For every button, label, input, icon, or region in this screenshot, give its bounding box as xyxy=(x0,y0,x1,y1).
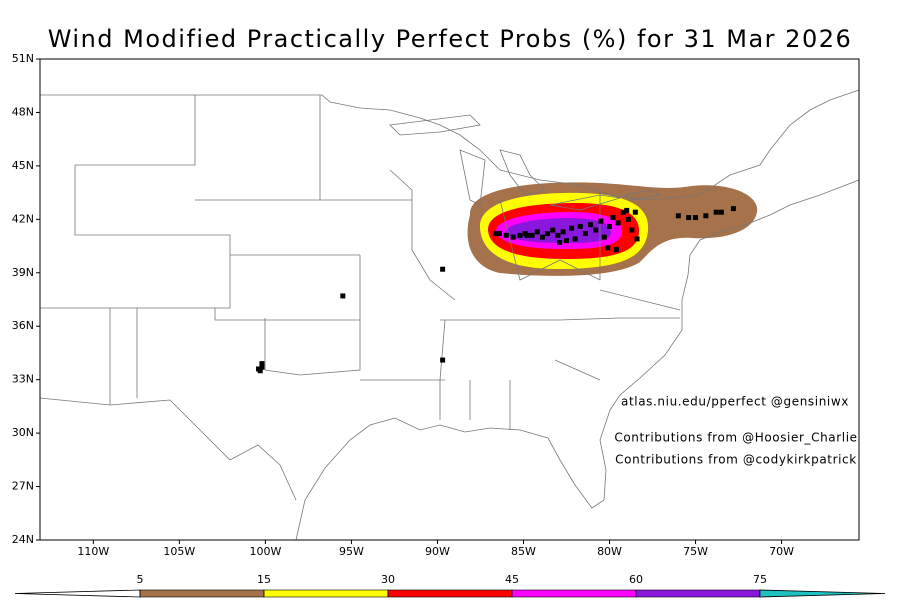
report-marker xyxy=(607,223,613,229)
title: Wind Modified Practically Perfect Probs … xyxy=(48,25,853,53)
report-marker xyxy=(340,293,346,299)
colorbar-label: 30 xyxy=(381,573,395,586)
axes: 51N 48N 45N 42N 39N 36N 33N 30N 27N 24N 110W 105W 10… xyxy=(12,52,794,558)
lon-tick-label: 95W xyxy=(339,545,364,558)
map-frame xyxy=(39,58,860,541)
lat-tick-label: 51N xyxy=(12,52,34,65)
report-marker xyxy=(440,357,446,363)
colorbar-over xyxy=(759,589,886,598)
report-marker xyxy=(598,218,604,224)
boundaries xyxy=(39,89,860,541)
report-marker xyxy=(632,209,638,215)
report-marker xyxy=(259,361,265,367)
report-marker xyxy=(703,213,709,219)
report-marker xyxy=(569,225,575,231)
colorbar-segment xyxy=(263,589,389,598)
report-marker xyxy=(634,236,640,242)
report-marker xyxy=(625,216,631,222)
report-marker xyxy=(610,215,616,221)
report-marker xyxy=(534,229,540,235)
report-marker xyxy=(577,223,583,229)
report-marker xyxy=(557,239,563,245)
coast-east xyxy=(295,179,860,541)
lat-tick-label: 48N xyxy=(12,105,34,118)
colorbar-segment xyxy=(139,589,265,598)
lat-tick-label: 24N xyxy=(12,533,34,546)
report-marker xyxy=(713,209,719,215)
colorbar-segment xyxy=(635,589,761,598)
report-marker xyxy=(613,247,619,253)
colorbar-label: 45 xyxy=(505,573,519,586)
lon-tick-label: 80W xyxy=(597,545,622,558)
report-marker xyxy=(605,245,611,251)
report-marker xyxy=(503,232,509,238)
report-marker xyxy=(529,232,535,238)
report-marker xyxy=(539,234,545,240)
colorbar-label: 5 xyxy=(137,573,144,586)
report-marker xyxy=(718,209,724,215)
annotation: Contributions from @Hoosier_Charlie xyxy=(614,431,857,445)
report-marker xyxy=(545,231,551,237)
report-marker xyxy=(675,213,681,219)
state-lines xyxy=(40,95,681,430)
border-canada xyxy=(40,89,860,201)
colorbar: 5 15 30 45 60 75 xyxy=(14,573,886,598)
annotation: atlas.niu.edu/pperfect @gensiniwx xyxy=(621,395,849,409)
colorbar-label: 75 xyxy=(753,573,767,586)
reports xyxy=(256,206,736,374)
report-marker xyxy=(601,234,607,240)
report-marker xyxy=(493,231,499,237)
report-marker xyxy=(259,364,265,370)
report-marker xyxy=(524,232,530,238)
lat-tick-label: 45N xyxy=(12,159,34,172)
report-marker xyxy=(555,232,561,238)
report-marker xyxy=(615,220,621,226)
report-marker xyxy=(582,231,588,237)
lon-tick-label: 70W xyxy=(769,545,794,558)
annotation: Contributions from @codykirkpatrick xyxy=(615,453,857,467)
lat-tick-label: 30N xyxy=(12,426,34,439)
lat-tick-label: 39N xyxy=(12,266,34,279)
report-marker xyxy=(440,266,446,272)
report-marker xyxy=(564,238,569,244)
colorbar-label: 15 xyxy=(257,573,271,586)
report-marker xyxy=(620,209,626,215)
lon-tick-label: 90W xyxy=(425,545,450,558)
report-marker xyxy=(629,227,635,233)
report-marker xyxy=(496,231,502,237)
report-marker xyxy=(588,222,594,228)
colorbar-label: 60 xyxy=(629,573,643,586)
lat-tick-label: 36N xyxy=(12,319,34,332)
lat-tick-label: 27N xyxy=(12,480,34,493)
report-marker xyxy=(730,206,736,212)
report-marker xyxy=(517,232,523,238)
report-marker xyxy=(624,207,630,213)
lat-tick-label: 33N xyxy=(12,373,34,386)
colorbar-segment xyxy=(511,589,637,598)
report-marker xyxy=(550,227,556,233)
report-marker xyxy=(572,236,578,242)
colorbar-segment xyxy=(387,589,513,598)
lon-tick-label: 110W xyxy=(77,545,109,558)
border-mexico xyxy=(39,397,297,501)
lon-tick-label: 105W xyxy=(163,545,195,558)
report-marker xyxy=(560,229,566,235)
report-marker xyxy=(693,215,699,221)
report-marker xyxy=(593,227,599,233)
lon-tick-label: 75W xyxy=(683,545,708,558)
lon-tick-label: 100W xyxy=(249,545,281,558)
great-lakes xyxy=(389,114,662,211)
lat-tick-label: 42N xyxy=(12,212,34,225)
report-marker xyxy=(257,368,263,374)
report-marker xyxy=(510,234,516,240)
report-marker xyxy=(686,215,692,221)
lon-tick-label: 85W xyxy=(511,545,536,558)
